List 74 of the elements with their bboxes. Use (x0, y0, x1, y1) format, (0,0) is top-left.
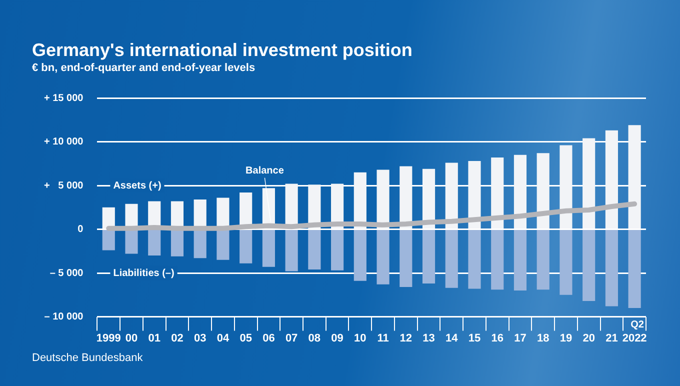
y-tick-label: 0 (78, 224, 84, 236)
bar (170, 230, 184, 256)
bar (262, 230, 275, 267)
y-tick-label: + 5 000 (44, 180, 84, 192)
bar (422, 230, 436, 284)
bar (468, 161, 481, 229)
bar (582, 230, 596, 302)
bar (240, 230, 252, 264)
x-tick-label: 17 (514, 332, 526, 344)
x-tick-label: 15 (468, 332, 481, 344)
bar (400, 166, 412, 229)
chart-subtitle: € bn, end-of-quarter and end-of-year levels (32, 62, 256, 74)
bar (628, 230, 641, 308)
bar (628, 125, 641, 229)
bar (445, 162, 458, 229)
x-tick-label: 14 (446, 332, 459, 344)
bar (514, 230, 527, 291)
series-label: Assets (+) (113, 180, 162, 192)
text: Balance (246, 166, 284, 177)
x-tick-label: 20 (582, 332, 595, 344)
series-label: Liabilities (–) (113, 268, 174, 279)
x-tick-label: 21 (606, 332, 618, 344)
y-tick-label: – 10 000 (44, 312, 84, 323)
bar (354, 230, 366, 281)
x-tick-label: 11 (377, 332, 389, 344)
x-tick-label: 18 (536, 332, 550, 344)
chart-title: Germany's international investment position (32, 40, 412, 61)
bar (582, 138, 596, 229)
bar (400, 230, 412, 288)
bar (605, 230, 618, 306)
bar (422, 168, 436, 229)
x-tick-label: 05 (240, 332, 252, 344)
x-tick-label: 09 (331, 332, 344, 344)
bar (194, 230, 206, 258)
bar (331, 230, 344, 270)
bar (605, 130, 618, 229)
x-tick-label: 16 (491, 332, 504, 344)
x-tick-label: 03 (194, 332, 206, 344)
x-tick-label: 01 (148, 332, 160, 344)
bar (102, 207, 115, 229)
x-tick-label: 00 (125, 332, 138, 344)
y-tick-label: + 15 000 (44, 92, 84, 104)
bar (491, 230, 504, 290)
bar (560, 230, 572, 295)
x-tick-label: 1999 (96, 332, 121, 344)
x-tick-label: 04 (216, 332, 230, 344)
x-tick-label: 12 (400, 332, 412, 344)
x-tick-label: 2022 (622, 332, 647, 344)
text: Deutsche Bundesbank (32, 352, 143, 364)
x-tick-label: 02 (171, 332, 184, 344)
bar (285, 230, 298, 272)
bar (148, 230, 161, 256)
bar (445, 230, 458, 288)
y-tick-label: + 10 000 (44, 136, 84, 148)
bar (514, 154, 527, 229)
text: Q2 (630, 320, 644, 331)
x-tick-label: 08 (308, 332, 321, 344)
x-tick-label: 19 (560, 332, 572, 344)
x-tick-label: 06 (262, 332, 275, 344)
y-tick-label: – 5 000 (50, 268, 84, 279)
bar (308, 230, 321, 270)
bar (376, 170, 390, 229)
bar (536, 230, 550, 290)
x-tick-label: 10 (354, 332, 366, 344)
bar (468, 230, 481, 289)
bar (560, 145, 572, 229)
bar (102, 230, 115, 250)
bar (216, 230, 230, 260)
bar (536, 153, 550, 229)
x-tick-label: 07 (285, 332, 298, 344)
x-tick-label: 13 (422, 332, 435, 344)
bar (491, 158, 504, 229)
bar (125, 230, 138, 254)
bar (376, 230, 390, 284)
